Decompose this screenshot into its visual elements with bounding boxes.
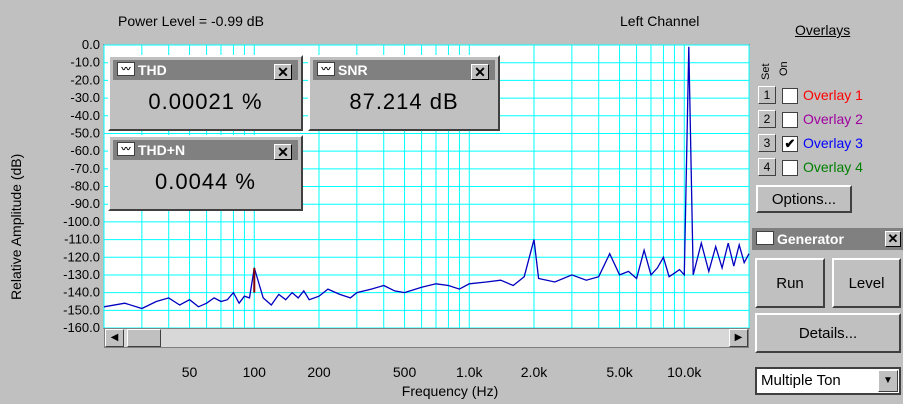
scroll-right-button[interactable]: ▶: [729, 329, 748, 347]
overlay-checkbox[interactable]: ✔: [782, 136, 798, 152]
x-tick-label: 100: [243, 364, 267, 380]
channel-label: Left Channel: [620, 13, 700, 29]
thdn-meter-title: THD+N: [138, 142, 186, 158]
power-level-readout: Power Level = -0.99 dB: [118, 13, 264, 29]
scrollbar-thumb[interactable]: [127, 329, 161, 347]
y-tick-label: -80.0: [70, 179, 100, 194]
spectrum-trace: [103, 46, 750, 310]
x-tick-label: 50: [182, 364, 198, 380]
thdn-meter-titlebar[interactable]: 〰 THD+N ✕: [113, 140, 298, 160]
run-button[interactable]: Run: [755, 258, 825, 308]
waveform-icon: 〰: [117, 142, 135, 156]
generator-title: Generator: [777, 231, 844, 247]
y-tick-label: -120.0: [63, 249, 100, 264]
snr-value: 87.214 dB: [349, 89, 459, 114]
frequency-scrollbar[interactable]: ◀ ▶: [104, 328, 749, 348]
overlay-set-button[interactable]: 3: [758, 134, 776, 152]
y-tick-label: -110.0: [64, 232, 100, 247]
overlay-options-button[interactable]: Options...: [756, 185, 852, 213]
thd-meter-title: THD: [138, 62, 167, 78]
close-icon[interactable]: ✕: [471, 64, 489, 80]
x-tick-label: 5.0k: [606, 364, 633, 380]
overlay-checkbox[interactable]: [782, 88, 798, 104]
y-tick-label: -20.0: [70, 72, 100, 87]
y-tick-label: -70.0: [70, 161, 100, 176]
overlay-set-button[interactable]: 2: [758, 110, 776, 128]
overlay-label: Overlay 2: [803, 111, 863, 127]
y-tick-label: -130.0: [63, 267, 100, 282]
x-tick-label: 10.0k: [667, 364, 702, 380]
y-tick-label: 0.0: [82, 37, 100, 52]
y-tick-label: -90.0: [70, 196, 100, 211]
x-tick-label: 1.0k: [456, 364, 483, 380]
snr-meter-title: SNR: [338, 62, 368, 78]
thd-meter-titlebar[interactable]: 〰 THD ✕: [113, 60, 298, 80]
thd-value: 0.00021 %: [148, 89, 263, 114]
overlay-label: Overlay 3: [803, 135, 863, 151]
thdn-meter: 〰 THD+N ✕ 0.0044 %: [108, 135, 303, 211]
y-tick-label: -50.0: [70, 125, 100, 140]
chevron-down-icon[interactable]: ▼: [878, 370, 898, 392]
y-tick-label: -150.0: [63, 302, 100, 317]
waveform-icon: 〰: [317, 62, 335, 76]
set-column-header: Set: [760, 63, 772, 80]
y-tick-label: -100.0: [63, 214, 100, 229]
x-tick-label: 2.0k: [521, 364, 548, 380]
overlay-checkbox[interactable]: [782, 160, 798, 176]
on-column-header: On: [778, 61, 790, 76]
details-button[interactable]: Details...: [755, 313, 901, 353]
close-icon[interactable]: ✕: [274, 144, 292, 160]
overlay-checkbox[interactable]: [782, 112, 798, 128]
snr-meter: 〰 SNR ✕ 87.214 dB: [308, 55, 500, 131]
waveform-select[interactable]: Multiple Ton ▼: [755, 367, 901, 395]
generator-titlebar[interactable]: Generator ✕: [752, 228, 903, 250]
thd-meter: 〰 THD ✕ 0.00021 %: [108, 55, 303, 131]
waveform-icon: [756, 231, 774, 245]
y-tick-label: -60.0: [70, 143, 100, 158]
overlay-set-button[interactable]: 1: [758, 86, 776, 104]
scroll-left-button[interactable]: ◀: [105, 329, 124, 347]
close-icon[interactable]: ✕: [274, 64, 292, 80]
level-button[interactable]: Level: [832, 258, 901, 308]
waveform-icon: 〰: [117, 62, 135, 76]
x-axis-label: Frequency (Hz): [402, 383, 498, 399]
x-tick-label: 200: [307, 364, 331, 380]
y-tick-label: -30.0: [70, 90, 100, 105]
close-icon[interactable]: ✕: [885, 231, 901, 247]
overlay-label: Overlay 1: [803, 87, 863, 103]
y-tick-label: -40.0: [70, 108, 100, 123]
thdn-value: 0.0044 %: [155, 169, 256, 194]
y-tick-label: -160.0: [63, 320, 100, 335]
y-tick-label: -140.0: [63, 285, 100, 300]
x-tick-label: 500: [393, 364, 417, 380]
snr-meter-titlebar[interactable]: 〰 SNR ✕: [313, 60, 495, 80]
y-tick-label: -10.0: [70, 55, 100, 70]
overlays-title: Overlays: [795, 22, 851, 38]
overlay-label: Overlay 4: [803, 159, 863, 175]
waveform-select-value: Multiple Ton: [761, 372, 841, 389]
overlay-set-button[interactable]: 4: [758, 158, 776, 176]
